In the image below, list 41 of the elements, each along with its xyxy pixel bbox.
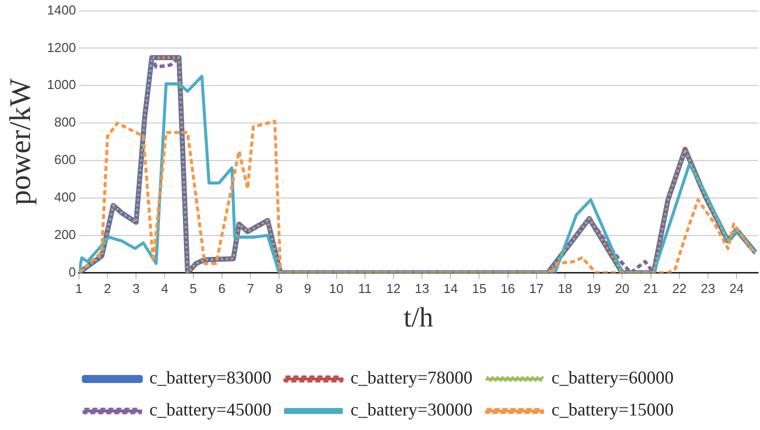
line-series [78,120,757,273]
x-tick-label: 23 [700,281,716,296]
x-tick-label: 15 [472,281,486,296]
x-tick-label: 22 [672,281,687,296]
legend-label: c_battery=78000 [350,368,473,388]
x-tick-label: 9 [304,281,312,296]
x-tick-label: 21 [644,281,658,296]
y-tick-label: 400 [54,190,76,205]
y-tick-label: 0 [68,264,76,280]
legend-label: c_battery=60000 [552,368,674,388]
x-tick-label: 16 [500,281,516,296]
x-tick-label: 17 [529,281,544,296]
y-tick-label: 600 [54,152,76,168]
x-tick-label: 11 [358,281,372,296]
x-tick-label: 1 [75,281,83,296]
legend-label: c_battery=45000 [149,400,272,420]
x-tick-label: 8 [275,281,283,296]
legend-label: c_battery=30000 [350,400,473,420]
x-tick-label: 3 [132,281,140,296]
y-tick-label: 800 [54,114,76,130]
y-tick-label: 1200 [47,40,76,55]
x-axis-title: t/h [404,302,434,334]
legend-label: c_battery=83000 [149,368,272,388]
x-tick-label: 5 [190,281,197,296]
x-tick-label: 12 [386,281,401,296]
y-axis-title: power/kW [4,78,37,206]
x-tick-label: 13 [414,281,430,296]
x-tick-label: 19 [586,281,601,296]
x-tick-label: 18 [558,281,572,296]
x-tick-label: 14 [443,281,458,296]
x-tick-label: 10 [329,281,344,296]
x-tick-label: 24 [729,281,744,296]
x-tick-label: 20 [614,281,630,296]
y-tick-label: 1400 [47,2,76,18]
x-tick-label: 4 [161,281,168,296]
x-tick-label: 6 [218,281,226,296]
legend-label: c_battery=15000 [552,400,674,420]
x-tick-label: 7 [246,281,254,296]
y-tick-label: 200 [54,226,76,242]
y-tick-label: 1000 [47,77,76,92]
x-tick-label: 2 [104,281,112,296]
